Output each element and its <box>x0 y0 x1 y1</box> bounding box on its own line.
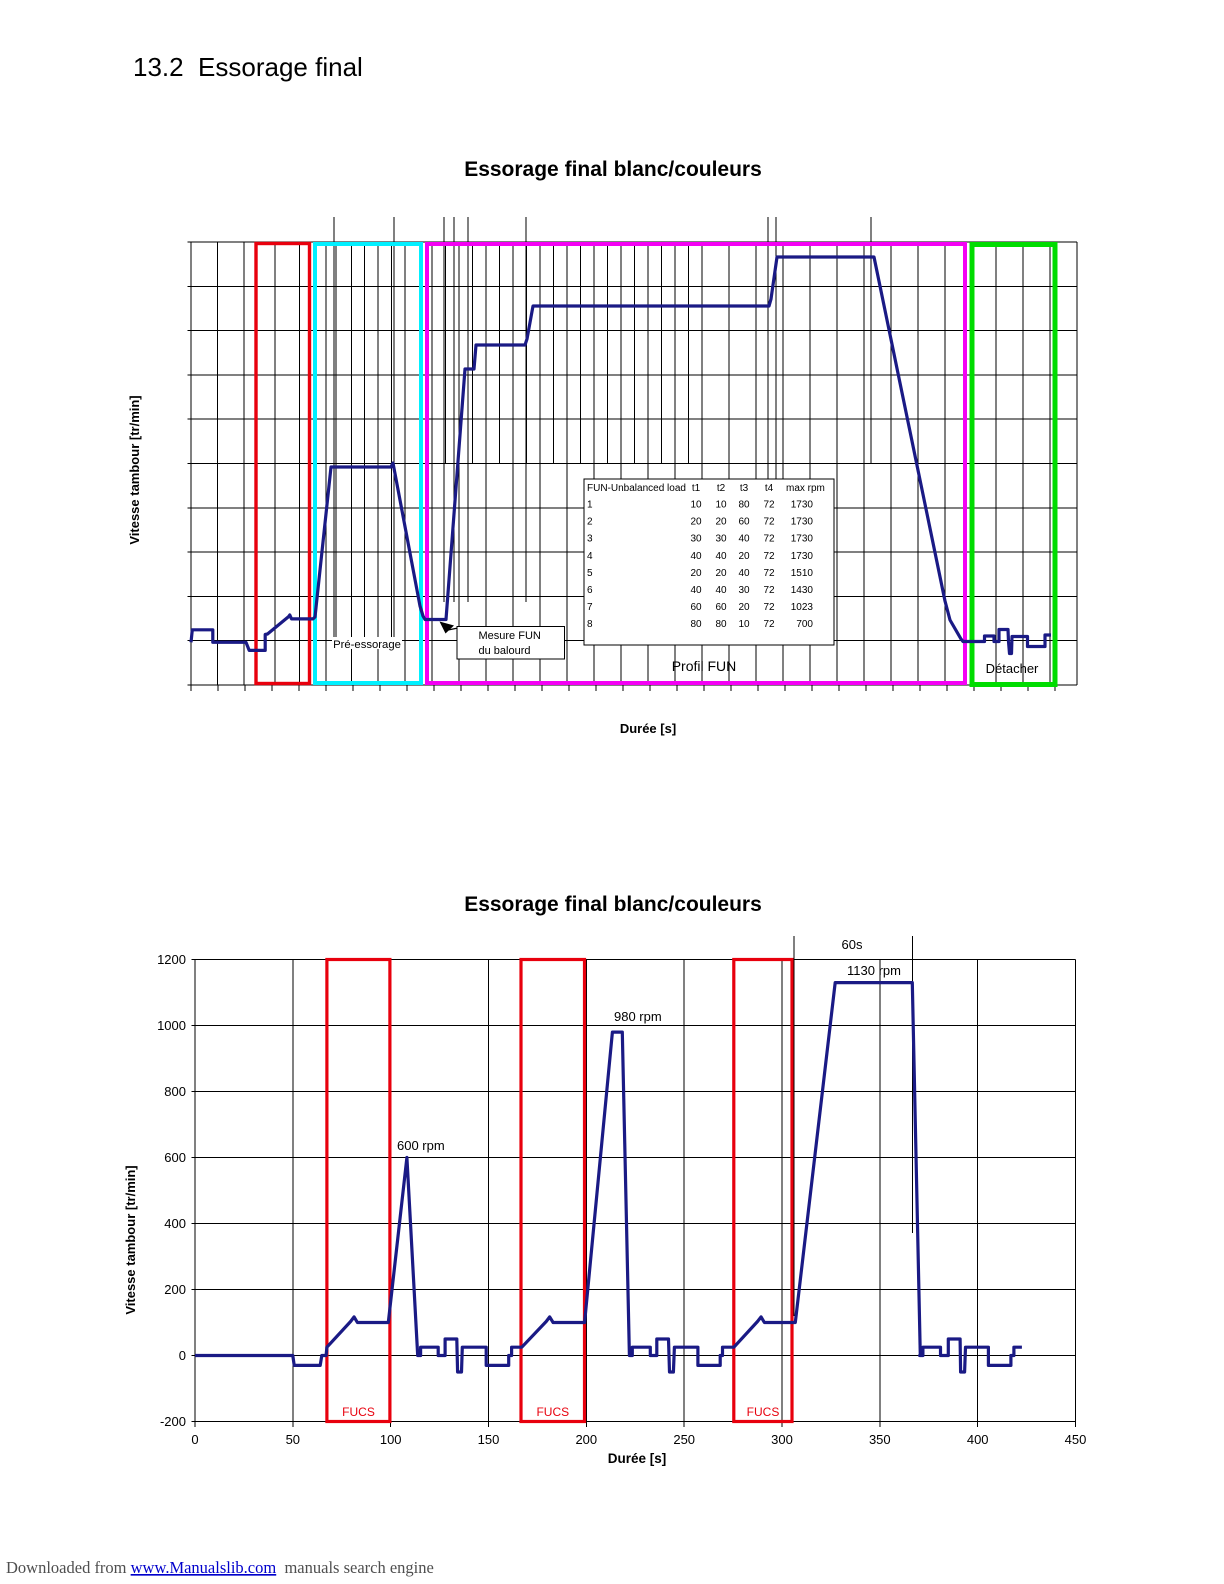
svg-text:FUCS: FUCS <box>342 1405 375 1419</box>
svg-text:6: 6 <box>587 585 593 596</box>
svg-text:350: 350 <box>869 1432 891 1447</box>
svg-text:max rpm: max rpm <box>786 483 825 494</box>
svg-text:1: 1 <box>587 500 593 511</box>
svg-text:Détacher: Détacher <box>986 661 1039 676</box>
svg-text:72: 72 <box>763 585 775 596</box>
svg-text:5: 5 <box>587 568 593 579</box>
svg-text:Mesure FUN: Mesure FUN <box>479 630 541 642</box>
svg-text:FUCS: FUCS <box>747 1405 780 1419</box>
svg-text:1730: 1730 <box>791 534 814 545</box>
svg-text:600 rpm: 600 rpm <box>397 1138 445 1153</box>
svg-text:2: 2 <box>587 517 593 528</box>
svg-text:60: 60 <box>715 602 727 613</box>
svg-text:3: 3 <box>587 534 593 545</box>
svg-text:Durée [s]: Durée [s] <box>620 721 676 736</box>
svg-text:20: 20 <box>690 568 702 579</box>
svg-text:80: 80 <box>715 619 727 630</box>
svg-text:10: 10 <box>738 619 750 630</box>
svg-text:600: 600 <box>164 1150 186 1165</box>
svg-text:400: 400 <box>967 1432 989 1447</box>
svg-text:Essorage final blanc/couleurs: Essorage final blanc/couleurs <box>464 158 762 181</box>
svg-text:150: 150 <box>478 1432 500 1447</box>
svg-text:1510: 1510 <box>791 568 814 579</box>
svg-text:300: 300 <box>771 1432 793 1447</box>
svg-text:700: 700 <box>796 619 813 630</box>
svg-text:Pré-essorage: Pré-essorage <box>333 639 401 651</box>
svg-text:60: 60 <box>690 602 702 613</box>
svg-text:40: 40 <box>738 534 750 545</box>
svg-text:50: 50 <box>286 1432 300 1447</box>
svg-text:Vitesse tambour [tr/min]: Vitesse tambour [tr/min] <box>127 395 142 544</box>
svg-text:10: 10 <box>690 500 702 511</box>
svg-text:20: 20 <box>738 551 750 562</box>
svg-text:Essorage final blanc/couleurs: Essorage final blanc/couleurs <box>464 893 762 916</box>
svg-text:80: 80 <box>690 619 702 630</box>
svg-text:1730: 1730 <box>791 551 814 562</box>
svg-text:Vitesse tambour [tr/min]: Vitesse tambour [tr/min] <box>123 1165 138 1314</box>
svg-text:30: 30 <box>738 585 750 596</box>
svg-text:20: 20 <box>715 568 727 579</box>
svg-text:200: 200 <box>575 1432 597 1447</box>
svg-text:200: 200 <box>164 1282 186 1297</box>
svg-text:72: 72 <box>763 517 775 528</box>
svg-text:72: 72 <box>763 551 775 562</box>
svg-text:1430: 1430 <box>791 585 814 596</box>
svg-text:40: 40 <box>690 551 702 562</box>
svg-text:40: 40 <box>715 585 727 596</box>
svg-text:1130 rpm: 1130 rpm <box>847 963 901 978</box>
svg-text:60: 60 <box>738 517 750 528</box>
svg-text:20: 20 <box>715 517 727 528</box>
svg-text:-200: -200 <box>160 1414 186 1429</box>
svg-text:72: 72 <box>763 534 775 545</box>
svg-text:400: 400 <box>164 1216 186 1231</box>
svg-text:20: 20 <box>690 517 702 528</box>
svg-text:0: 0 <box>179 1348 186 1363</box>
svg-text:Profil FUN: Profil FUN <box>672 658 737 674</box>
svg-text:7: 7 <box>587 602 593 613</box>
svg-text:1730: 1730 <box>791 500 814 511</box>
svg-text:72: 72 <box>763 602 775 613</box>
svg-text:t2: t2 <box>717 483 726 494</box>
svg-text:72: 72 <box>763 568 775 579</box>
svg-text:100: 100 <box>380 1432 402 1447</box>
svg-text:1000: 1000 <box>157 1018 186 1033</box>
svg-text:13.2 Essorage final: 13.2 Essorage final <box>133 52 363 82</box>
svg-text:Downloaded from www.Manualslib: Downloaded from www.Manualslib.com manua… <box>6 1558 434 1577</box>
svg-text:t4: t4 <box>765 483 774 494</box>
svg-text:72: 72 <box>763 500 775 511</box>
svg-text:1200: 1200 <box>157 952 186 967</box>
svg-text:20: 20 <box>738 602 750 613</box>
svg-text:4: 4 <box>587 551 593 562</box>
svg-text:60s: 60s <box>842 937 863 952</box>
svg-text:72: 72 <box>763 619 775 630</box>
svg-text:30: 30 <box>715 534 727 545</box>
svg-text:800: 800 <box>164 1084 186 1099</box>
svg-text:980 rpm: 980 rpm <box>614 1009 662 1024</box>
svg-text:8: 8 <box>587 619 593 630</box>
svg-text:Durée [s]: Durée [s] <box>608 1451 667 1466</box>
svg-text:t3: t3 <box>740 483 749 494</box>
svg-text:450: 450 <box>1065 1432 1087 1447</box>
svg-text:t1: t1 <box>692 483 701 494</box>
svg-text:30: 30 <box>690 534 702 545</box>
svg-text:80: 80 <box>738 500 750 511</box>
svg-text:FUN-Unbalanced load: FUN-Unbalanced load <box>587 483 686 494</box>
svg-text:40: 40 <box>690 585 702 596</box>
svg-text:40: 40 <box>738 568 750 579</box>
svg-text:0: 0 <box>191 1432 198 1447</box>
svg-text:du balourd: du balourd <box>479 645 531 657</box>
svg-text:10: 10 <box>715 500 727 511</box>
svg-text:40: 40 <box>715 551 727 562</box>
svg-text:1730: 1730 <box>791 517 814 528</box>
svg-text:250: 250 <box>673 1432 695 1447</box>
svg-text:1023: 1023 <box>791 602 814 613</box>
svg-text:FUCS: FUCS <box>536 1405 569 1419</box>
